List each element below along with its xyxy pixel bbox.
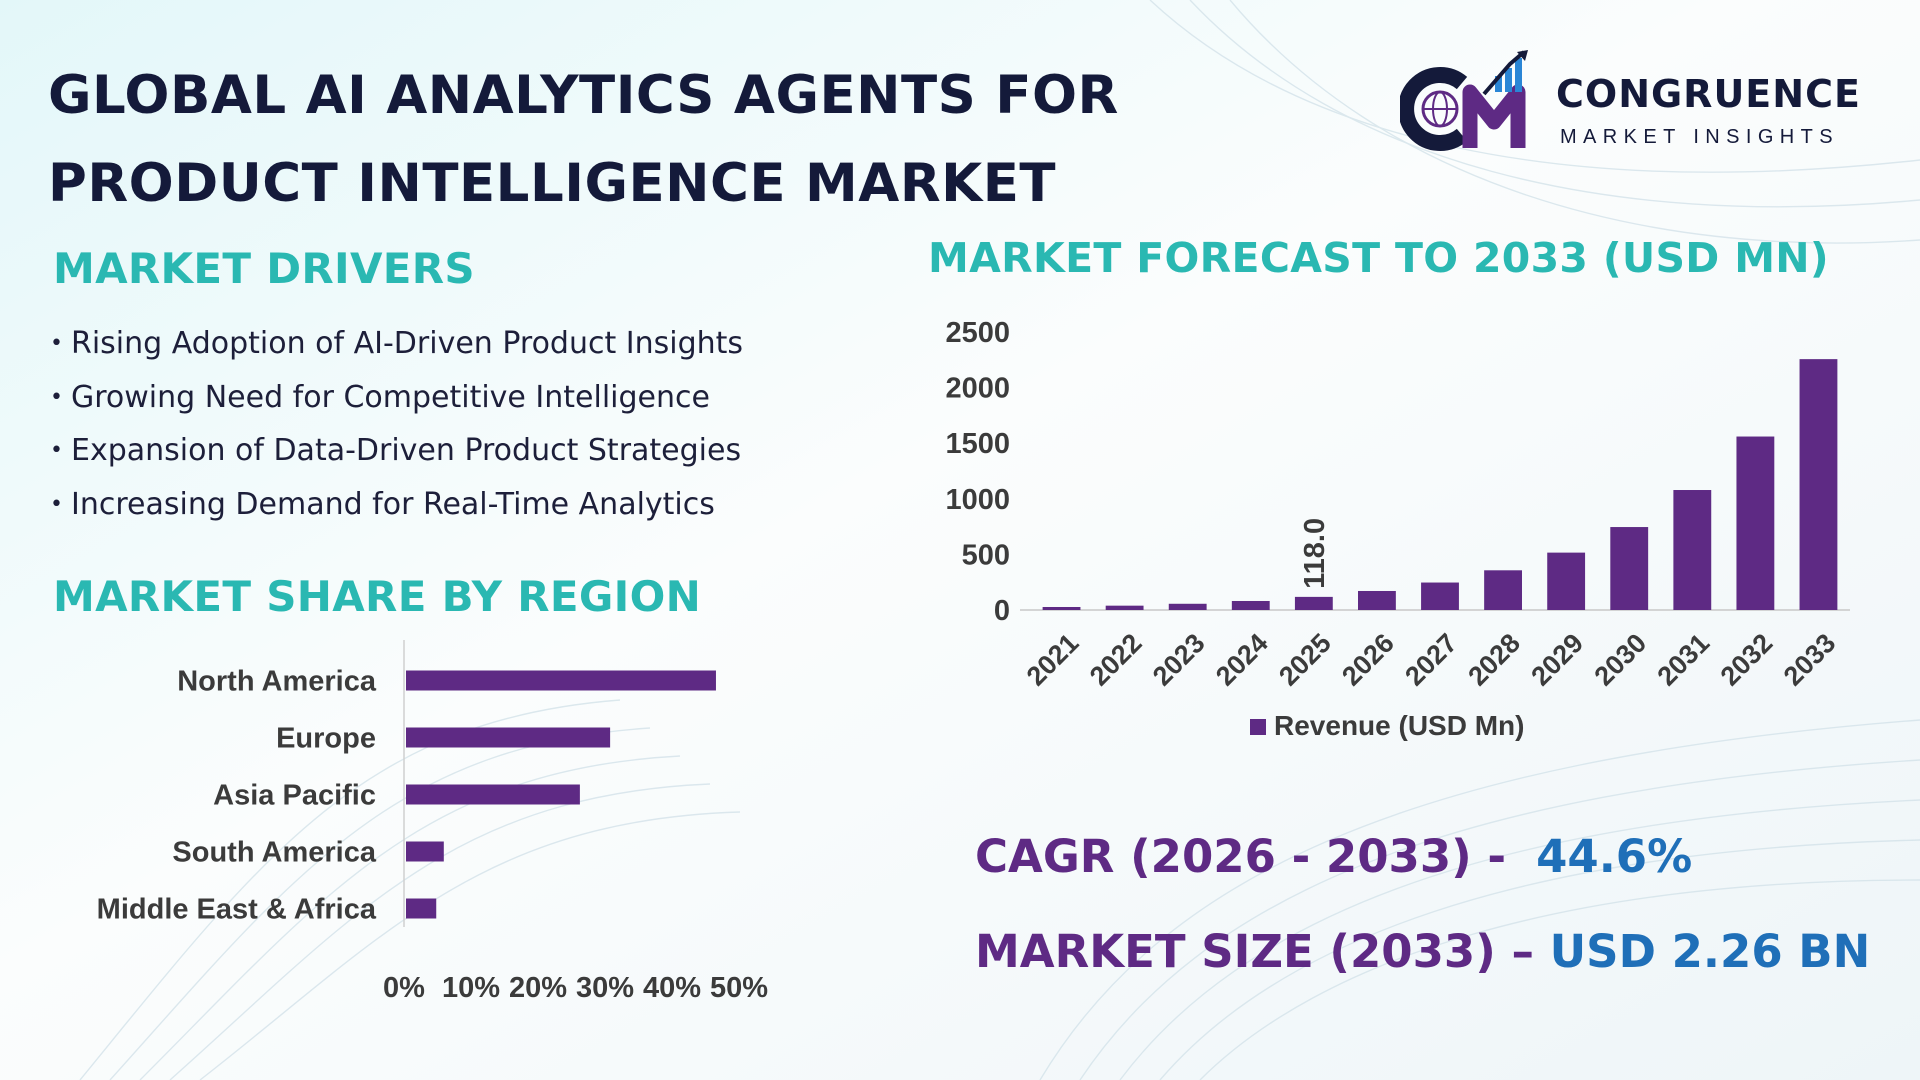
y-tick-label: 2500 — [945, 317, 1010, 349]
bar-2033 — [1799, 359, 1838, 610]
bar-middle-east-africa — [406, 898, 437, 919]
bar-2023 — [1168, 603, 1207, 610]
market-drivers-list: Rising Adoption of AI-Driven Product Ins… — [50, 322, 743, 536]
x-tick-label: 30% — [576, 972, 634, 1000]
x-tick-label: 2033 — [1778, 628, 1842, 692]
bar-north-america — [406, 670, 716, 691]
bar-2030 — [1610, 527, 1649, 610]
page-title: GLOBAL AI ANALYTICS AGENTS FOR PRODUCT I… — [48, 52, 1119, 228]
bar-2026 — [1358, 590, 1396, 610]
x-tick-label: 2023 — [1147, 628, 1211, 692]
bar-2032 — [1736, 436, 1775, 610]
x-tick-label: 2025 — [1273, 628, 1337, 692]
bar-2028 — [1484, 570, 1522, 610]
x-tick-label: 2030 — [1589, 628, 1653, 692]
x-tick-label: 2026 — [1336, 628, 1400, 692]
brand-name: CONGRUENCE — [1556, 72, 1861, 116]
forecast-chart-title: MARKET FORECAST TO 2033 (USD MN) — [928, 234, 1829, 282]
x-tick-label: 10% — [442, 972, 500, 1000]
bar-europe — [406, 727, 611, 748]
x-tick-label: 2021 — [1021, 628, 1085, 692]
y-tick-label: 2000 — [945, 373, 1010, 405]
market-drivers-heading: MARKET DRIVERS — [53, 244, 475, 293]
market-size-stat: MARKET SIZE (2033) – USD 2.26 BN — [975, 925, 1870, 978]
x-tick-label: 2031 — [1652, 628, 1716, 692]
region-bar-chart: North America Europe Asia Pacific South Ame… — [97, 640, 768, 1000]
bar-2021 — [1042, 606, 1081, 610]
market-size-value: USD 2.26 BN — [1549, 925, 1871, 978]
driver-item: Rising Adoption of AI-Driven Product Ins… — [50, 322, 743, 376]
logo-mark-icon — [1400, 50, 1528, 151]
region-label: Asia Pacific — [213, 780, 376, 812]
bar-2029 — [1547, 552, 1586, 610]
x-tick-label: 2028 — [1462, 628, 1526, 692]
region-label: North America — [177, 666, 377, 698]
x-tick-label: 50% — [710, 972, 768, 1000]
region-label: Europe — [276, 723, 376, 755]
y-tick-label: 1000 — [945, 484, 1010, 516]
x-tick-label: 2032 — [1715, 628, 1779, 692]
title-line-2: PRODUCT INTELLIGENCE MARKET — [48, 153, 1057, 214]
market-size-label: MARKET SIZE (2033) – — [975, 925, 1534, 978]
region-label: South America — [172, 837, 376, 869]
x-tick-label: 2027 — [1399, 628, 1463, 692]
y-tick-label: 1500 — [945, 428, 1010, 460]
title-line-1: GLOBAL AI ANALYTICS AGENTS FOR — [48, 65, 1119, 126]
x-tick-label: 2024 — [1210, 628, 1274, 692]
legend-label: Revenue (USD Mn) — [1274, 710, 1524, 741]
forecast-bar-chart: 0 500 1000 1500 2000 2500 2021 2022 2023 2024 2025… — [945, 317, 1850, 741]
bar-south-america — [406, 841, 444, 862]
x-tick-label: 0% — [383, 972, 425, 1000]
bar-2031 — [1673, 490, 1712, 610]
legend-swatch — [1250, 719, 1266, 735]
bar-asia-pacific — [406, 784, 580, 805]
region-label: Middle East & Africa — [97, 894, 377, 926]
x-tick-label: 20% — [509, 972, 567, 1000]
brand-tagline: MARKET INSIGHTS — [1560, 126, 1839, 148]
bar-2022 — [1105, 605, 1144, 610]
driver-item: Expansion of Data-Driven Product Strateg… — [50, 429, 743, 483]
data-label: 118.0 — [1299, 518, 1331, 589]
cagr-value: 44.6% — [1536, 830, 1693, 883]
cagr-label: CAGR (2026 - 2033) - — [975, 830, 1507, 883]
bar-2027 — [1421, 582, 1459, 610]
bar-2025 — [1294, 596, 1333, 610]
y-tick-label: 500 — [962, 539, 1010, 571]
x-tick-label: 2029 — [1525, 628, 1589, 692]
driver-item: Increasing Demand for Real-Time Analytic… — [50, 483, 743, 537]
cagr-stat: CAGR (2026 - 2033) - 44.6% — [975, 830, 1692, 883]
x-tick-label: 2022 — [1084, 628, 1148, 692]
driver-item: Growing Need for Competitive Intelligenc… — [50, 376, 743, 430]
brand-logo: CONGRUENCE MARKET INSIGHTS — [1400, 50, 1880, 160]
bar-2024 — [1231, 600, 1270, 610]
y-tick-label: 0 — [994, 595, 1010, 627]
region-chart-title: MARKET SHARE BY REGION — [53, 572, 702, 621]
x-tick-label: 40% — [643, 972, 701, 1000]
